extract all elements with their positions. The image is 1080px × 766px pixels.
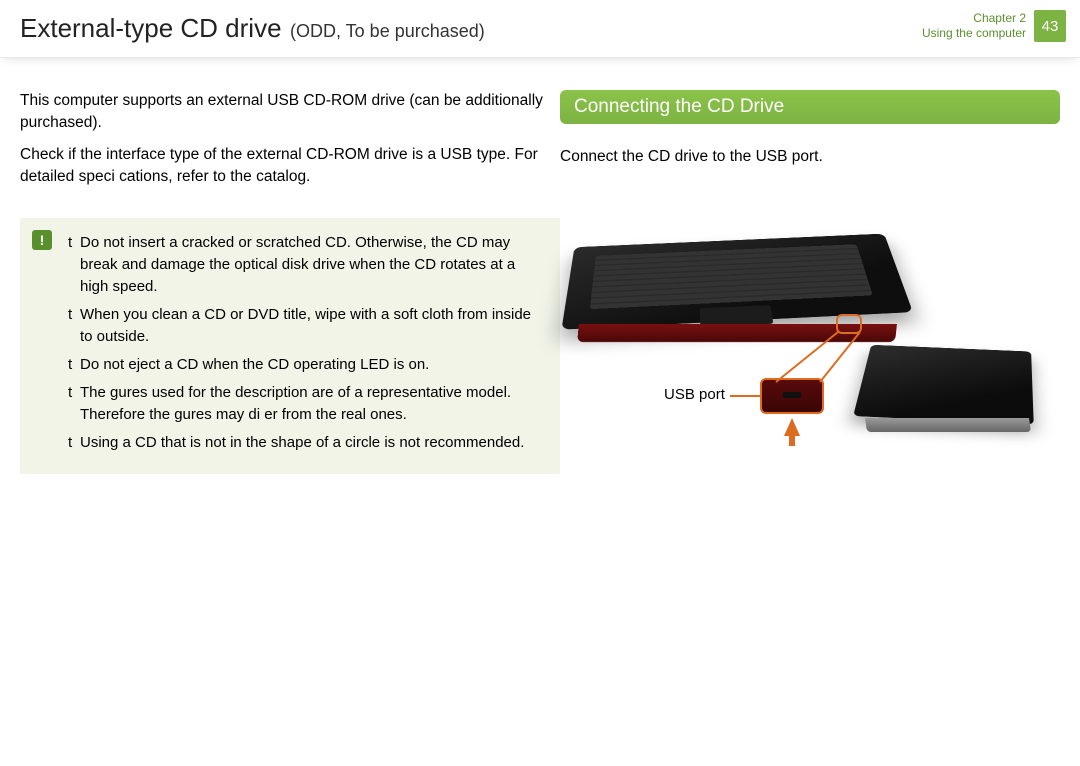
warning-item: Do not insert a cracked or scratched CD.… bbox=[68, 232, 544, 298]
intro-paragraph-1: This computer supports an external USB C… bbox=[20, 90, 560, 134]
chapter-line-2: Using the computer bbox=[922, 26, 1026, 41]
warning-item: The gures used for the description are o… bbox=[68, 382, 544, 426]
usb-port-slot bbox=[783, 392, 801, 398]
page-title: External-type CD drive (ODD, To be purch… bbox=[20, 13, 485, 44]
title-main: External-type CD drive bbox=[20, 13, 282, 43]
chapter-line-1: Chapter 2 bbox=[922, 11, 1026, 26]
external-cd-drive bbox=[853, 345, 1034, 425]
warning-box: ! Do not insert a cracked or scratched C… bbox=[20, 218, 560, 474]
header-right: Chapter 2 Using the computer 43 bbox=[922, 10, 1066, 42]
page-number-badge: 43 bbox=[1034, 10, 1066, 42]
usb-port-label: USB port bbox=[664, 386, 725, 403]
intro-paragraph-2: Check if the interface type of the exter… bbox=[20, 144, 560, 188]
chapter-info: Chapter 2 Using the computer bbox=[922, 11, 1026, 41]
connection-illustration: USB port bbox=[560, 178, 1040, 478]
warning-item: When you clean a CD or DVD title, wipe w… bbox=[68, 304, 544, 348]
warning-list: Do not insert a cracked or scratched CD.… bbox=[68, 232, 544, 454]
page-header: External-type CD drive (ODD, To be purch… bbox=[0, 0, 1080, 58]
section-heading: Connecting the CD Drive bbox=[560, 90, 1060, 124]
title-sub: (ODD, To be purchased) bbox=[290, 21, 485, 41]
warning-item: Using a CD that is not in the shape of a… bbox=[68, 432, 544, 454]
section-instruction: Connect the CD drive to the USB port. bbox=[560, 146, 1060, 168]
warning-icon: ! bbox=[32, 230, 52, 250]
usb-port-callout-on-laptop bbox=[836, 314, 862, 334]
usb-insert-arrow-icon bbox=[784, 418, 800, 436]
warning-item: Do not eject a CD when the CD operating … bbox=[68, 354, 544, 376]
external-cd-drive-front bbox=[865, 418, 1031, 432]
